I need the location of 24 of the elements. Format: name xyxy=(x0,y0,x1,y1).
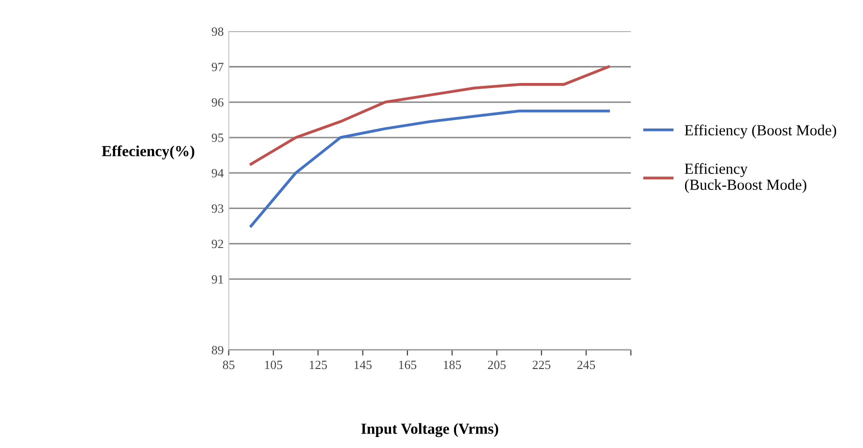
x-tick-label: 185 xyxy=(444,360,462,370)
line-series xyxy=(250,110,610,228)
y-tick-label: 95 xyxy=(212,134,224,142)
x-tick-label: 125 xyxy=(310,360,327,370)
y-tick-label: 96 xyxy=(212,98,224,107)
x-tick-label: 245 xyxy=(577,360,596,370)
y-tick-label: 92 xyxy=(212,240,224,248)
legend-label: Efficiency (Buck-Boost Mode) xyxy=(684,163,806,194)
legend-label: Efficiency (Boost Mode) xyxy=(684,124,836,139)
y-tick-label: 89 xyxy=(212,346,224,354)
x-tick-label: 165 xyxy=(399,360,416,370)
x-tick-label: 105 xyxy=(265,360,282,370)
x-tick-label: 85 xyxy=(222,360,234,370)
y-tick-label: 94 xyxy=(212,168,224,178)
x-tick-label: 145 xyxy=(354,360,372,370)
y-tick-label: 97 xyxy=(212,62,224,72)
y-tick-label: 91 xyxy=(212,275,224,284)
x-tick-label: 205 xyxy=(488,360,506,370)
x-axis-title: Input Voltage (Vrms) xyxy=(361,423,498,438)
y-tick-label: 98 xyxy=(212,27,224,36)
y-tick-label: 93 xyxy=(212,204,224,213)
x-tick-label: 225 xyxy=(532,360,550,370)
y-axis-title: Effeciency(%) xyxy=(102,145,194,160)
line-series xyxy=(250,65,610,166)
